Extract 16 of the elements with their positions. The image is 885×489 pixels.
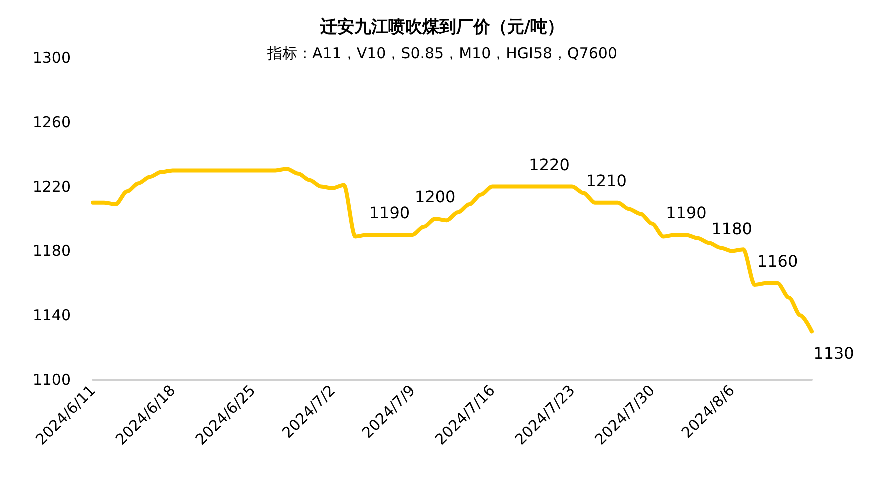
y-tick-label: 1140 [32,306,71,325]
y-tick-label: 1180 [32,242,71,260]
data-label: 1210 [586,171,627,190]
data-label: 1180 [712,220,752,239]
chart-title: 迁安九江喷吹煤到厂价（元/吨） [319,18,565,38]
y-tick-label: 1300 [32,49,71,67]
chart-subtitle: 指标：A11，V10，S0.85，M10，HGI58，Q7600 [266,44,618,62]
data-label: 1190 [666,204,707,223]
y-tick-label: 1220 [32,178,71,196]
data-label: 1200 [415,188,456,206]
data-label: 1130 [814,344,854,364]
data-label: 1190 [369,204,410,223]
data-label: 1220 [529,155,570,174]
y-tick-label: 1100 [32,371,71,389]
data-label: 1160 [757,252,798,271]
y-tick-label: 1260 [32,113,71,132]
